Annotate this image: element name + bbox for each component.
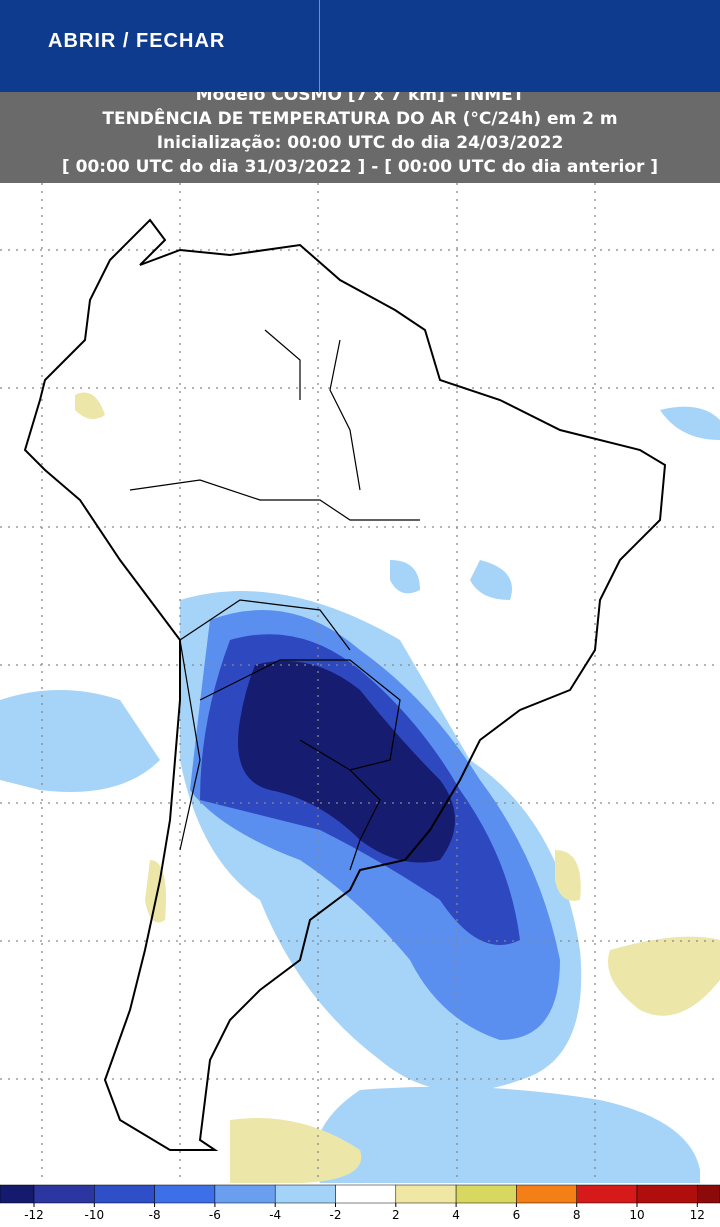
colorbar-label: -2 — [330, 1208, 342, 1222]
colorbar-label: 6 — [513, 1208, 521, 1222]
header-line: Inicialização: 00:00 UTC do dia 24/03/20… — [156, 133, 564, 153]
colorbar-label: 8 — [573, 1208, 581, 1222]
color-swatch — [516, 1184, 577, 1204]
dark-blue-areas — [238, 660, 455, 863]
colorbar-label: -6 — [209, 1208, 221, 1222]
header-line: Modelo COSMO [7 x 7 km] - INMET — [195, 92, 525, 105]
color-swatch — [455, 1184, 517, 1204]
colorbar-label: -12 — [24, 1208, 44, 1222]
colorbar-label: 4 — [452, 1208, 460, 1222]
top-bar: ABRIR / FECHAR — [0, 0, 720, 92]
color-swatch — [636, 1184, 698, 1204]
toggle-button[interactable]: ABRIR / FECHAR — [0, 0, 320, 92]
colorbar-label: -8 — [149, 1208, 161, 1222]
color-swatch — [94, 1184, 155, 1204]
color-swatch — [274, 1184, 336, 1204]
colorbar-label: -4 — [269, 1208, 281, 1222]
color-swatch — [697, 1184, 720, 1204]
color-swatch — [395, 1184, 457, 1204]
map — [0, 183, 720, 1183]
color-swatch — [335, 1184, 397, 1204]
header-line: TENDÊNCIA DE TEMPERATURA DO AR (°C/24h) … — [102, 109, 618, 129]
color-swatch — [33, 1184, 95, 1204]
map-header: Modelo COSMO [7 x 7 km] - INMET TENDÊNCI… — [0, 92, 720, 183]
color-swatch — [0, 1184, 35, 1204]
continent-outline — [23, 218, 667, 1151]
borders — [129, 329, 420, 871]
header-line: [ 00:00 UTC do dia 31/03/2022 ] - [ 00:0… — [61, 157, 659, 177]
yellow-areas — [75, 392, 720, 1183]
colorbar-label: 2 — [392, 1208, 400, 1222]
color-swatch — [576, 1184, 638, 1204]
colorbar-label: 12 — [690, 1208, 705, 1222]
colorbar: -12 -10 -8 -6 -4 -2 2 4 6 8 10 12 — [0, 1184, 720, 1222]
color-swatch — [214, 1184, 276, 1204]
colorbar-label: -10 — [84, 1208, 104, 1222]
colorbar-label: 10 — [629, 1208, 644, 1222]
color-swatch — [154, 1184, 216, 1204]
